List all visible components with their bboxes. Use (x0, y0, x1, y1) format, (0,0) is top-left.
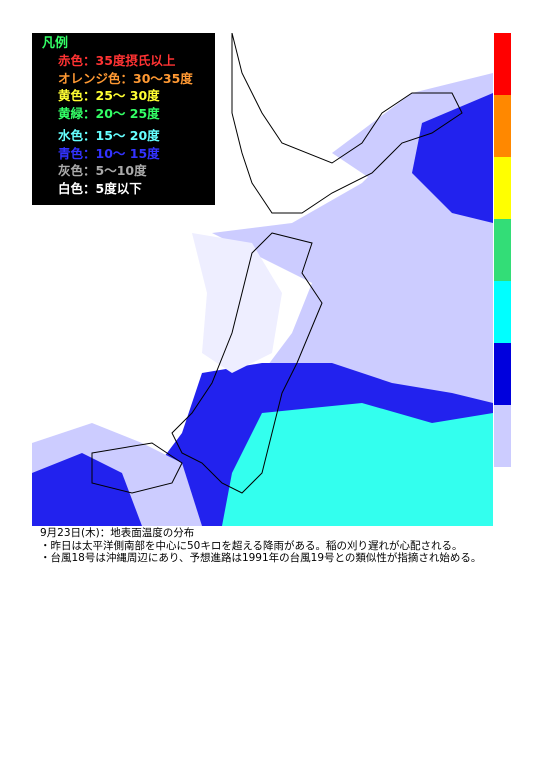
color-swatch (494, 343, 511, 405)
legend-item: 水色：15～ 20度 (58, 128, 160, 143)
legend-item: 黄緑：20～ 25度 (58, 105, 160, 121)
temperature-areas (32, 73, 493, 526)
legend: 凡例赤色：35度摂氏以上オレンジ色：30～35度 黄色：25～ 30度 黄緑：20～… (32, 33, 215, 205)
color-swatch (494, 219, 511, 281)
color-swatch (494, 95, 511, 157)
color-swatch (494, 33, 511, 95)
legend-item: 黄色：25～ 30度 (58, 88, 160, 103)
caption-note: ・台風18号は沖縄周辺にあり、予想進路は1991年の台風19号との類似性が指摘さ… (40, 552, 482, 564)
coastlines (91, 33, 463, 494)
caption: 9月23日(木)：地表面温度の分布 ・昨日は太平洋側南部を中心に50キロを超える… (40, 527, 495, 565)
legend-item: オレンジ色：30～35度 (58, 70, 193, 86)
caption-date: 9月23日(木)：地表面温度の分布 (40, 527, 195, 539)
legend-item: 青色：10～ 15度 (58, 145, 160, 161)
caption-note: ・昨日は太平洋側南部を中心に50キロを超える降雨がある。稲の刈り遅れが心配される… (40, 539, 463, 552)
legend-title: 凡例 (42, 36, 69, 51)
map (32, 33, 493, 526)
color-swatch (494, 281, 511, 343)
legend-item: 白色：5度以下 (58, 180, 142, 196)
color-swatch (494, 405, 511, 467)
color-swatch (494, 157, 511, 219)
legend-item: 灰色：5～10度 (58, 163, 147, 178)
color-scale (494, 33, 511, 467)
legend-item: 赤色：35度摂氏以上 (58, 53, 176, 68)
